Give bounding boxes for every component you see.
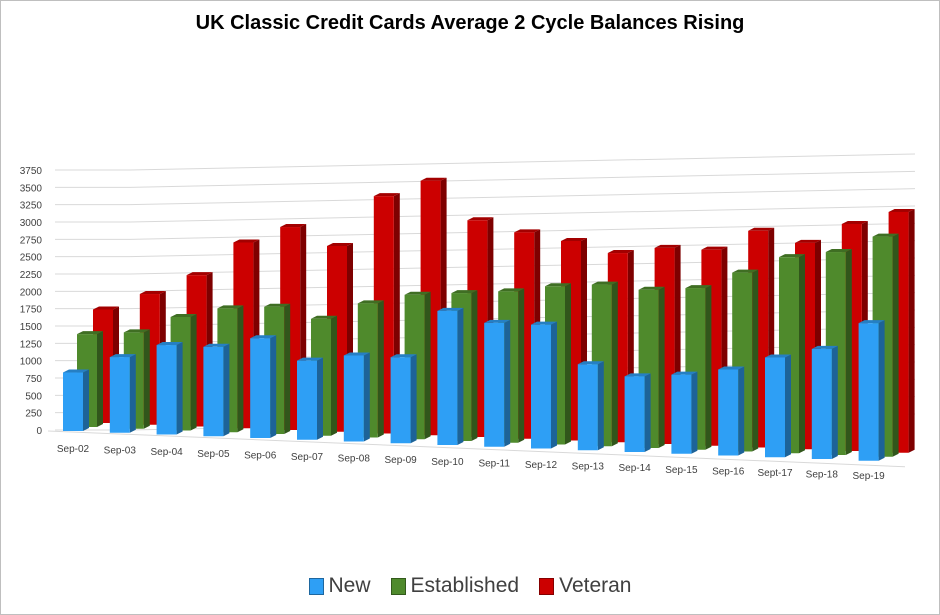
bar-new-sep-09 [390, 354, 417, 444]
bar-new-sep-02 [63, 369, 89, 431]
bar-new-sept-17 [765, 354, 791, 458]
x-tick-label: Sep-12 [525, 460, 558, 471]
bar-new-sep-04 [156, 342, 183, 435]
y-tick-label: 2250 [20, 270, 43, 281]
y-tick-label: 2750 [20, 235, 43, 246]
x-tick-label: Sep-11 [478, 458, 510, 469]
bar-new-sep-19 [858, 320, 885, 461]
y-tick-label: 3250 [20, 201, 43, 212]
legend: New Established Veteran [0, 574, 940, 598]
bar-new-sep-03 [109, 354, 136, 433]
x-tick-label: Sep-10 [431, 457, 464, 468]
y-tick-label: 750 [25, 374, 42, 385]
bar-new-sep-08 [343, 352, 370, 442]
legend-item-veteran: Veteran [539, 574, 632, 598]
y-tick-label: 1500 [20, 322, 43, 333]
legend-item-new: New [308, 574, 371, 598]
floor-edge [47, 430, 906, 468]
y-tick-label: 3500 [20, 183, 43, 194]
x-tick-label: Sep-05 [197, 449, 230, 460]
chart-plot-area: 0 250 500 750 1000 1250 1500 1750 2000 2250 2500 27… [20, 153, 916, 482]
y-tick-label: 1000 [20, 357, 43, 368]
y-tick-label: 250 [25, 409, 42, 420]
bar-new-sep-13 [577, 361, 604, 451]
x-tick-label: Sep-14 [618, 463, 651, 474]
legend-swatch-veteran [539, 577, 555, 595]
y-tick-label: 3750 [20, 166, 43, 177]
legend-item-established: Established [390, 574, 520, 598]
gridline [129, 188, 916, 206]
x-tick-label: Sep-13 [572, 462, 605, 473]
legend-label-established: Established [410, 574, 520, 597]
bar-new-sep-05 [203, 343, 230, 437]
bar-new-sep-07 [297, 357, 323, 440]
x-tick-label: Sep-02 [57, 444, 90, 455]
gridline [129, 170, 916, 188]
bar-new-sep-06 [250, 335, 277, 438]
x-tick-label: Sep-08 [338, 454, 371, 465]
bar-new-sep-14 [624, 373, 651, 452]
x-tick-label: Sep-19 [852, 471, 885, 482]
gridline [129, 205, 916, 223]
legend-swatch-new [308, 577, 324, 595]
y-tick-label: 2000 [20, 287, 43, 298]
bar-new-sep-12 [531, 321, 557, 449]
y-tick-label: 3000 [20, 218, 43, 229]
x-tick-label: Sep-03 [104, 446, 137, 457]
y-tick-label: 500 [25, 391, 42, 402]
x-tick-label: Sep-06 [244, 450, 277, 461]
bar-new-sep-15 [671, 371, 698, 454]
x-tick-label: Sep-18 [806, 470, 839, 481]
x-tick-label: Sept-17 [757, 468, 792, 479]
x-tick-label: Sep-09 [384, 455, 417, 466]
bar-new-sep-16 [718, 366, 745, 456]
bar-new-sep-10 [437, 307, 464, 445]
y-tick-label: 2500 [20, 253, 43, 264]
legend-label-veteran: Veteran [559, 574, 632, 597]
y-tick-label: 1250 [20, 339, 43, 350]
x-tick-label: Sep-15 [665, 465, 698, 476]
chart-title: UK Classic Credit Cards Average 2 Cycle … [195, 12, 745, 34]
gridline [129, 153, 916, 171]
y-tick-label: 1750 [20, 305, 43, 316]
legend-label-new: New [328, 574, 371, 597]
legend-swatch-established [390, 577, 406, 595]
bar-new-sep-18 [811, 345, 838, 459]
x-tick-label: Sep-07 [291, 452, 324, 463]
y-tick-label: 0 [36, 426, 42, 437]
x-tick-label: Sep-16 [712, 466, 745, 477]
bar-new-sep-11 [484, 319, 511, 447]
x-tick-label: Sep-04 [150, 447, 183, 458]
